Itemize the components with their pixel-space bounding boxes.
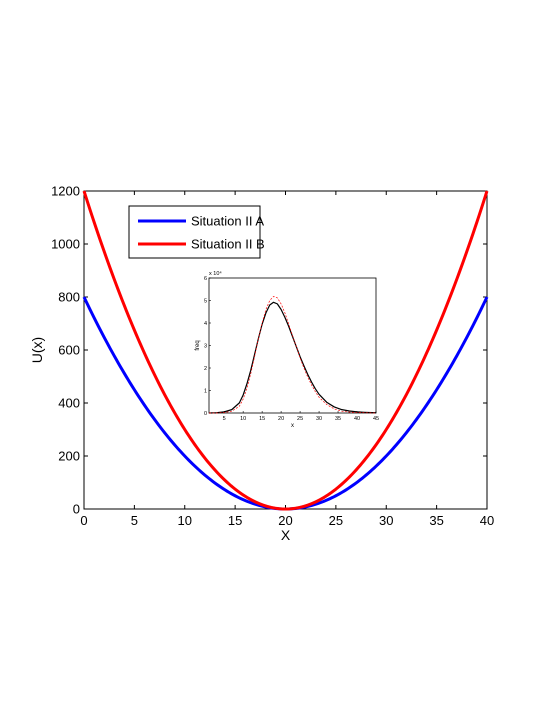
inset-x-tick-label: 20 [278, 416, 284, 422]
y-tick-label: 1200 [51, 184, 80, 199]
inset-y-tick-label: 2 [204, 366, 207, 372]
inset-y-tick-label: 1 [204, 389, 207, 395]
x-tick-label: 30 [379, 513, 393, 528]
x-tick-label: 5 [131, 513, 138, 528]
legend-label-b: Situation II B [191, 237, 265, 252]
inset-x-tick-label: 25 [297, 416, 303, 422]
inset-x-tick-label: 35 [335, 416, 341, 422]
inset-y-tick-label: 3 [204, 344, 207, 350]
inset-exponent-label: x 10⁴ [209, 270, 222, 277]
y-tick-label: 1000 [51, 237, 80, 252]
inset-x-tick-label: 30 [316, 416, 322, 422]
x-tick-label: 15 [228, 513, 242, 528]
inset-x-tick-label: 10 [240, 416, 246, 422]
x-tick-label: 25 [329, 513, 343, 528]
y-tick-label: 0 [73, 502, 80, 517]
x-tick-label: 20 [278, 513, 292, 528]
inset-y-tick-label: 6 [204, 276, 207, 282]
legend-box [128, 205, 261, 259]
inset-y-axis-label: freq [195, 340, 201, 350]
legend: Situation II A Situation II B [128, 205, 265, 259]
inset-x-axis-label: x [291, 423, 294, 429]
inset-series-line-solid [208, 301, 377, 414]
y-axis-label: U(x) [29, 337, 45, 363]
inset-y-tick-label: 4 [204, 321, 207, 327]
inset-series [208, 296, 377, 414]
inset-x-tick-label: 45 [373, 416, 379, 422]
series-line-b [82, 190, 489, 511]
inset-plot-frame [208, 277, 377, 414]
inset-x-tick-label: 40 [354, 416, 360, 422]
y-tick-label: 600 [58, 343, 80, 358]
inset-x-tick-label: 15 [259, 416, 265, 422]
x-tick-label: 40 [480, 513, 494, 528]
y-tick-label: 200 [58, 449, 80, 464]
inset-y-tick-label: 5 [204, 299, 207, 305]
inset-y-tick-label: 0 [204, 411, 207, 417]
x-axis-label: X [281, 527, 291, 543]
x-tick-label: 10 [178, 513, 192, 528]
main-series [82, 190, 489, 511]
y-tick-label: 400 [58, 396, 80, 411]
x-tick-label: 0 [80, 513, 87, 528]
x-tick-label: 35 [429, 513, 443, 528]
inset-x-tick-label: 5 [223, 416, 226, 422]
y-tick-label: 800 [58, 290, 80, 305]
inset-series-line-dashed [209, 296, 377, 414]
legend-label-a: Situation II A [191, 214, 264, 229]
